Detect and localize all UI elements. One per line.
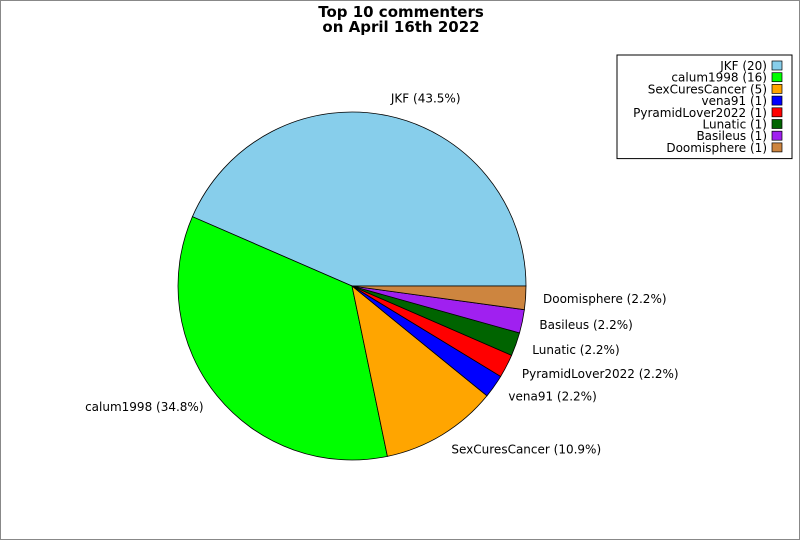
pie-slice-calum1998 bbox=[177, 216, 388, 461]
legend-swatch-pyramidlover2022 bbox=[771, 107, 783, 118]
legend-swatch-jkf bbox=[771, 60, 783, 71]
chart-title-line-2: on April 16th 2022 bbox=[322, 18, 479, 36]
pie-label-calum1998: calum1998 (34.8%) bbox=[85, 400, 203, 414]
legend-label-jkf: JKF (20) bbox=[719, 59, 767, 73]
legend-box bbox=[616, 54, 793, 160]
legend-swatch-calum1998 bbox=[771, 72, 783, 83]
pie-label-doomisphere: Doomisphere (2.2%) bbox=[543, 292, 667, 306]
legend-label-doomisphere: Doomisphere (1) bbox=[666, 141, 767, 155]
legend-swatch-vena91 bbox=[771, 95, 783, 106]
pie-label-lunatic: Lunatic (2.2%) bbox=[532, 343, 619, 357]
legend-swatch-lunatic bbox=[771, 119, 783, 129]
pie-slice-sexcurescancer bbox=[351, 284, 488, 457]
legend-label-pyramidlover2022: PyramidLover2022 (1) bbox=[633, 106, 767, 120]
legend-label-basileus: Basileus (1) bbox=[696, 129, 767, 143]
pie-slice-labels: JKF (43.5%) calum1998 (34.8%) SexCuresCanc… bbox=[85, 92, 679, 457]
pie-label-vena91: vena91 (2.2%) bbox=[508, 389, 596, 403]
pie-label-sexcurescancer: SexCuresCancer (10.9%) bbox=[451, 443, 601, 457]
legend-swatch-basileus bbox=[771, 130, 783, 141]
legend-label-lunatic: Lunatic (1) bbox=[703, 118, 768, 132]
pie-slice-doomisphere bbox=[351, 285, 527, 311]
legend-swatch-doomisphere bbox=[771, 142, 783, 153]
chart-legend: JKF (20)calum1998 (16)SexCuresCancer (5)… bbox=[616, 54, 793, 160]
legend-label-sexcurescancer: SexCuresCancer (5) bbox=[648, 82, 767, 96]
pie-slices bbox=[177, 111, 527, 461]
pie-label-basileus: Basileus (2.2%) bbox=[539, 318, 632, 332]
chart-title-line-1: Top 10 commenters bbox=[318, 3, 484, 21]
legend-label-calum1998: calum1998 (16) bbox=[671, 71, 767, 85]
pie-slice-jkf bbox=[191, 111, 527, 287]
legend-swatch-sexcurescancer bbox=[771, 84, 783, 94]
pie-label-pyramidlover2022: PyramidLover2022 (2.2%) bbox=[522, 367, 679, 381]
pie-label-jkf: JKF (43.5%) bbox=[390, 92, 461, 106]
legend-label-vena91: vena91 (1) bbox=[701, 94, 767, 108]
